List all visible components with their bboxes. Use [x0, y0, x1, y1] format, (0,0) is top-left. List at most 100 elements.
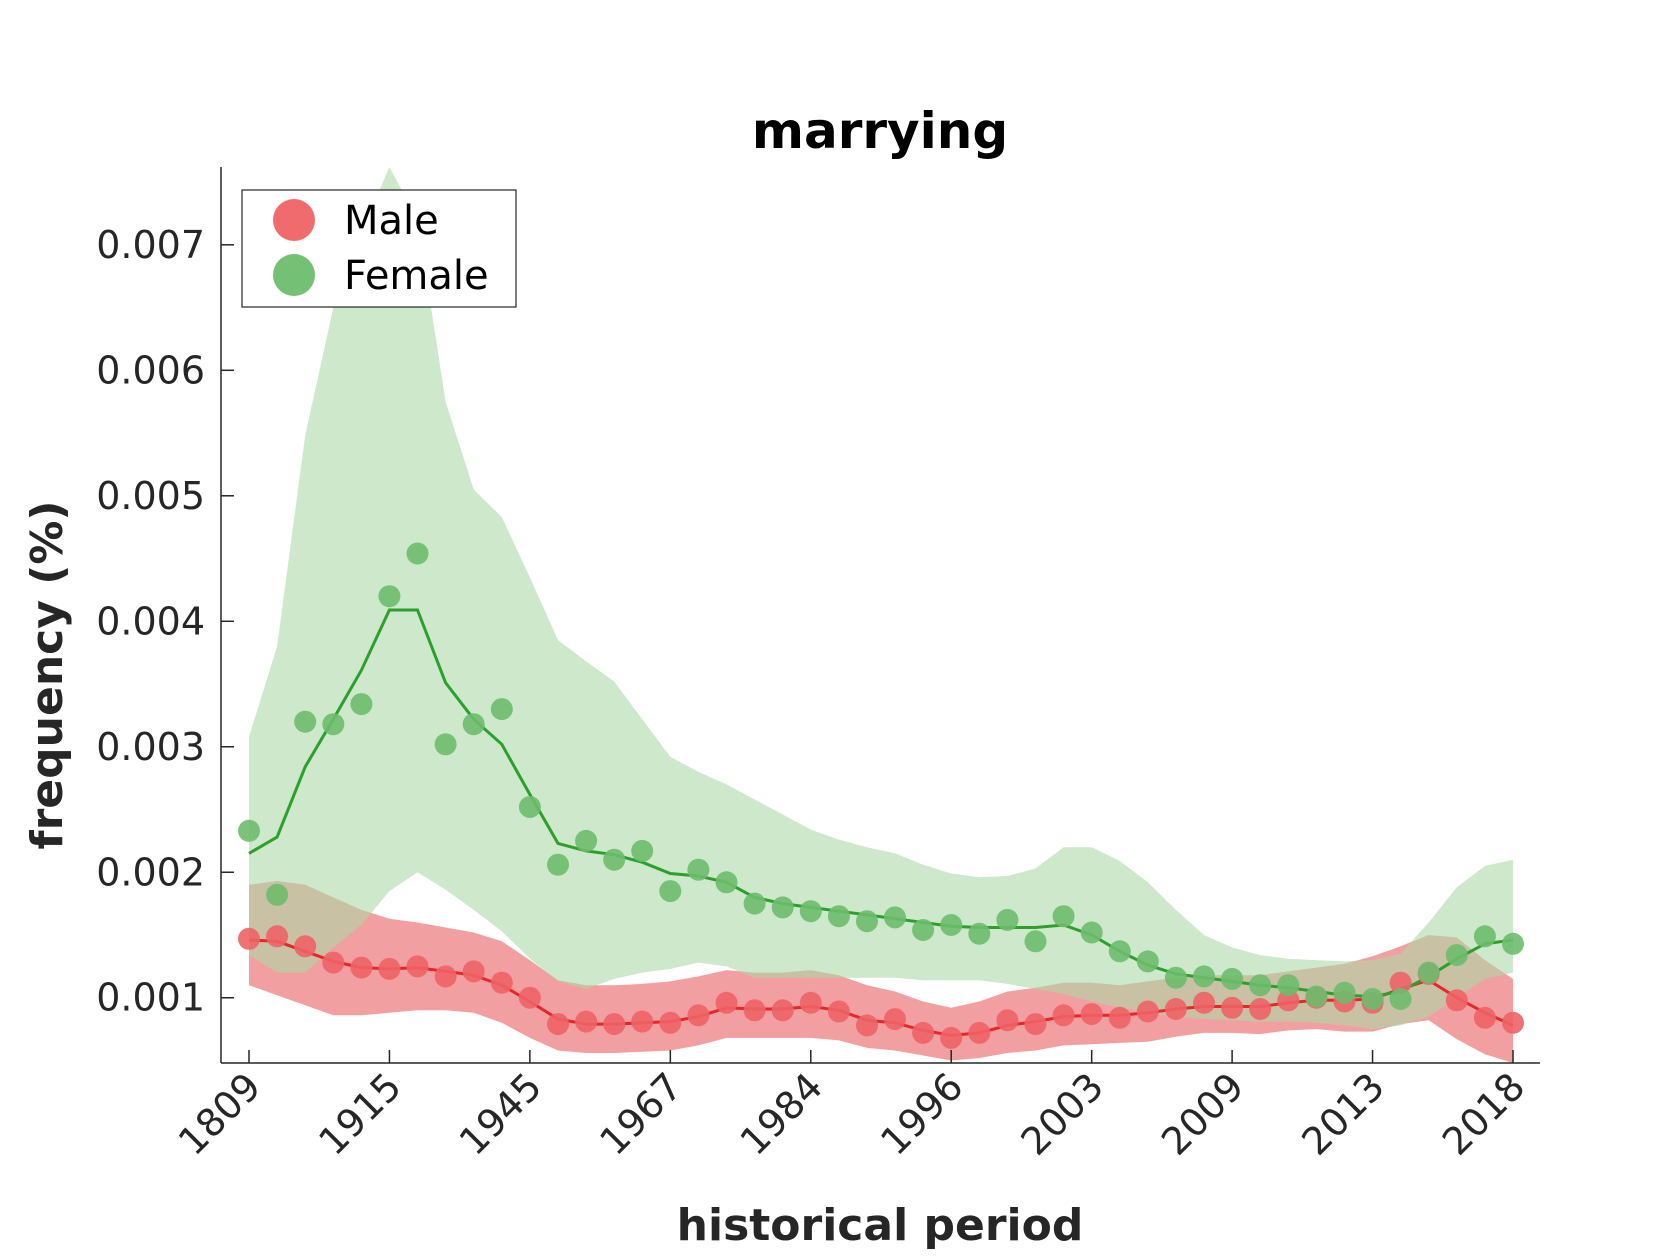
female-data-point [1277, 974, 1300, 997]
female-data-point [1445, 944, 1468, 967]
male-data-point [434, 965, 457, 988]
female-data-point [1080, 921, 1103, 944]
x-tick-label: 2013 [1293, 1064, 1393, 1164]
female-data-point [1193, 965, 1215, 988]
male-data-point [827, 1000, 850, 1023]
y-tick-label: 0.002 [96, 850, 205, 894]
female-data-point [378, 585, 401, 608]
male-data-point [1108, 1006, 1131, 1029]
axes [220, 167, 1540, 1064]
female-data-point [771, 896, 794, 919]
male-data-point [715, 991, 738, 1014]
female-data-point [631, 839, 654, 862]
male-data-point [1473, 1006, 1496, 1029]
legend-male-label: Male [344, 198, 439, 244]
chart-title: marrying [752, 102, 1008, 160]
female-data-point [715, 871, 738, 894]
female-data-point [799, 900, 822, 923]
male-data-point [687, 1004, 710, 1027]
male-data-point [996, 1009, 1019, 1032]
female-data-point [1473, 925, 1496, 948]
male-data-point [518, 986, 541, 1009]
y-tick-label: 0.004 [96, 599, 205, 643]
male-data-point [1193, 991, 1215, 1014]
y-tick-label: 0.003 [96, 725, 205, 769]
female-trend-line [248, 608, 1514, 999]
female-data-point [1052, 905, 1075, 928]
male-data-point [912, 1021, 935, 1044]
female-data-point [547, 853, 569, 876]
male-data-point [631, 1010, 654, 1033]
female-data-point [575, 829, 598, 852]
male-data-point [490, 971, 513, 994]
male-data-point [575, 1010, 598, 1033]
x-tick-label: 1967 [591, 1064, 691, 1164]
male-trend-line [248, 938, 1514, 1037]
female-data-point [687, 858, 710, 881]
female-confidence-band [249, 167, 1513, 1030]
female-data-point [1221, 967, 1244, 990]
legend-female-marker [273, 254, 315, 296]
female-data-point [518, 796, 541, 818]
male-data-point [603, 1013, 626, 1036]
x-tick-label: 2003 [1013, 1064, 1113, 1164]
female-data-point [490, 698, 513, 721]
x-tick-label: 2009 [1153, 1064, 1253, 1164]
female-data-point [1249, 974, 1272, 997]
male-data-point [378, 957, 401, 980]
male-data-point [1502, 1011, 1524, 1034]
y-tick-label: 0.006 [96, 348, 205, 392]
male-data-point [406, 955, 429, 978]
male-data-point [1221, 996, 1244, 1019]
female-data-point [434, 733, 457, 756]
female-data-point [743, 892, 766, 915]
legend: Male Female [241, 189, 517, 308]
female-data-point [322, 713, 345, 736]
female-data-point [968, 922, 991, 945]
male-data-point [547, 1013, 569, 1036]
male-data-point [968, 1021, 991, 1044]
y-axis-ticks: 0.001 0.002 0.003 0.004 0.005 0.006 0.007 [96, 223, 234, 1020]
x-tick-label: 1915 [310, 1064, 410, 1164]
female-data-point [603, 848, 626, 871]
female-data-point [1389, 988, 1412, 1010]
male-data-point [659, 1011, 682, 1034]
male-data-point [1136, 1000, 1159, 1023]
male-data-point [1445, 989, 1468, 1012]
female-data-point [1333, 981, 1356, 1004]
female-data-point [1136, 950, 1159, 973]
series-points [238, 542, 1524, 1049]
male-data-point [1080, 1003, 1103, 1026]
female-data-point [1305, 985, 1328, 1008]
y-axis-label: frequency (%) [22, 500, 73, 849]
male-data-point [771, 999, 794, 1022]
female-data-point [1361, 988, 1384, 1010]
series-lines [248, 608, 1514, 1037]
male-data-point [294, 935, 317, 958]
x-axis-label: historical period [677, 1200, 1084, 1251]
male-data-point [1164, 998, 1187, 1020]
x-tick-label: 2018 [1434, 1064, 1534, 1164]
male-data-point [1052, 1004, 1075, 1027]
female-data-point [856, 910, 878, 933]
female-data-point [350, 693, 373, 716]
male-data-point [462, 960, 485, 983]
female-data-point [884, 906, 906, 929]
female-data-point [940, 914, 963, 936]
y-tick-label: 0.001 [96, 976, 205, 1020]
female-data-point [238, 819, 260, 842]
legend-female-label: Female [344, 253, 489, 299]
male-data-point [856, 1014, 878, 1037]
female-data-point [462, 713, 485, 736]
female-data-point [294, 710, 317, 733]
female-data-point [1108, 940, 1131, 963]
female-data-point [1502, 932, 1524, 955]
male-data-point [743, 999, 766, 1022]
male-data-point [799, 991, 822, 1014]
female-data-point [406, 542, 429, 565]
female-data-point [659, 880, 682, 903]
male-data-point [238, 927, 260, 950]
male-data-point [1389, 971, 1412, 994]
male-data-point [1277, 989, 1300, 1012]
